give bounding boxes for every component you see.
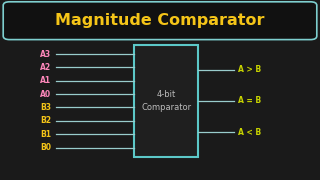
Text: B2: B2: [40, 116, 51, 125]
Text: B0: B0: [40, 143, 51, 152]
FancyBboxPatch shape: [3, 2, 317, 40]
Bar: [134, 45, 198, 157]
Text: B1: B1: [40, 130, 51, 139]
Text: A2: A2: [40, 63, 51, 72]
Text: A > B: A > B: [238, 65, 261, 74]
Text: B3: B3: [40, 103, 51, 112]
Text: 4-bit
Comparator: 4-bit Comparator: [141, 90, 191, 112]
Text: A3: A3: [40, 50, 51, 59]
Text: A0: A0: [40, 90, 51, 99]
Text: Magnitude Comparator: Magnitude Comparator: [55, 13, 265, 28]
Text: A = B: A = B: [238, 96, 261, 105]
Text: A < B: A < B: [238, 128, 261, 137]
Text: A1: A1: [40, 76, 51, 85]
